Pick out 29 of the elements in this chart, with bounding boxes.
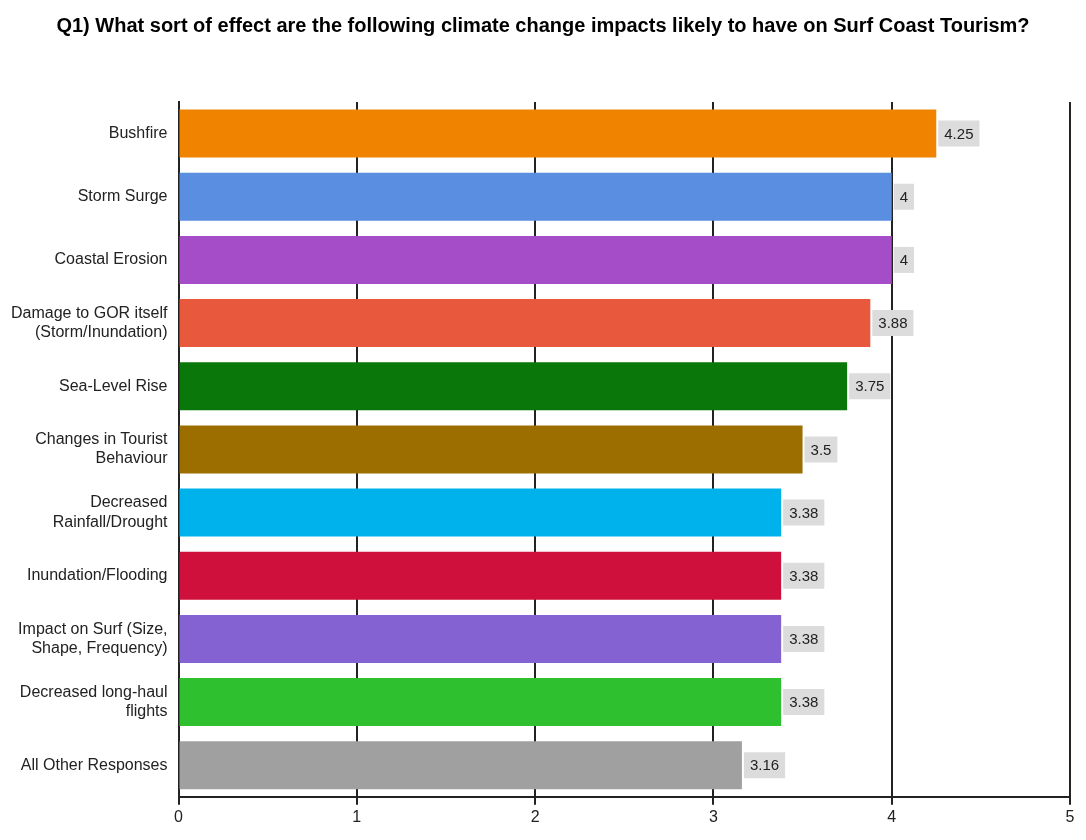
data-label: 4.25 — [944, 124, 974, 142]
y-tick-label: Coastal Erosion — [54, 250, 168, 268]
data-label: 3.5 — [810, 440, 832, 458]
x-tick-label: 1 — [352, 807, 362, 825]
y-tick-label: All Other Responses — [20, 755, 168, 773]
data-label: 3.88 — [878, 314, 908, 332]
data-label: 3.38 — [789, 630, 819, 648]
chart-title: Q1) What sort of effect are the following climate change impacts likely to have on Surf Coast Tourism? — [55, 13, 1031, 38]
y-tick-label: Storm Surge — [77, 187, 168, 205]
y-tick-label: Inundation/Flooding — [26, 566, 168, 584]
x-tick-label: 5 — [1065, 807, 1075, 825]
data-label: 3.16 — [749, 756, 780, 774]
x-tick-label: 4 — [887, 807, 897, 825]
y-tick-label: Decreased Rainfall/Drought — [52, 493, 169, 530]
y-tick-label: Sea-Level Rise — [59, 376, 168, 394]
x-tick-label: 0 — [174, 807, 184, 825]
x-tick-label: 2 — [530, 807, 540, 825]
x-tick-label: 3 — [708, 807, 718, 825]
y-tick-label: Damage to GOR itself (Storm/Inundation) — [11, 303, 169, 341]
data-label: 3.75 — [855, 377, 885, 395]
y-tick-label: Impact on Surf (Size, Shape, Frequency) — [18, 619, 168, 656]
y-tick-label: Changes in Tourist Behaviour — [35, 430, 169, 467]
y-tick-label: Bushfire — [108, 123, 168, 141]
data-label: 3.38 — [789, 693, 819, 711]
y-tick-label: Decreased long-haul flights — [19, 682, 168, 720]
data-label: 3.38 — [789, 503, 819, 521]
data-label: 4 — [899, 187, 909, 205]
data-label: 3.38 — [789, 566, 819, 584]
data-label: 4 — [899, 251, 909, 269]
